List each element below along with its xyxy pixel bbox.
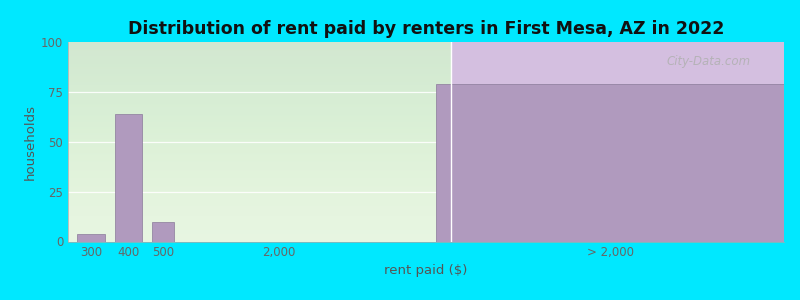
Bar: [451, 42, 784, 242]
Bar: [153, 221, 174, 242]
X-axis label: rent paid ($): rent paid ($): [384, 263, 468, 277]
Text: City-Data.com: City-Data.com: [666, 56, 751, 68]
Bar: [78, 233, 105, 242]
Title: Distribution of rent paid by renters in First Mesa, AZ in 2022: Distribution of rent paid by renters in …: [128, 20, 724, 38]
Bar: [115, 114, 142, 242]
Bar: [436, 84, 784, 242]
Y-axis label: households: households: [24, 104, 37, 180]
Bar: [68, 42, 451, 242]
